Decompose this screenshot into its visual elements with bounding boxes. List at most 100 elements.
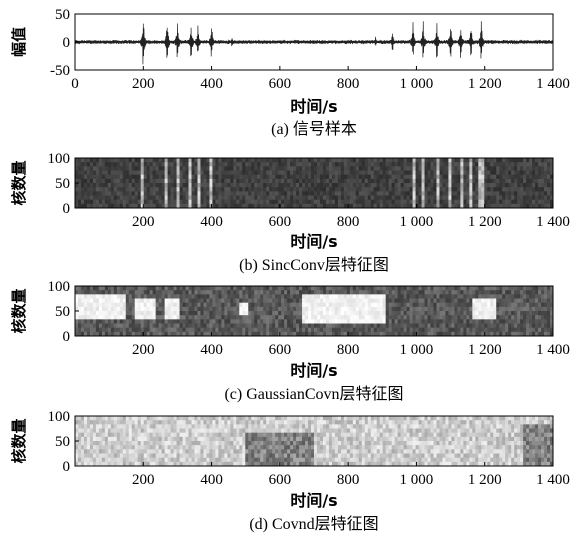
heatmap-cell <box>140 195 145 201</box>
heatmap-cell <box>430 166 434 171</box>
heatmap-cell <box>75 453 79 459</box>
heatmap-cell <box>113 461 118 467</box>
heatmap-cell <box>176 461 180 467</box>
heatmap-cell <box>325 323 330 329</box>
heatmap-cell <box>275 424 279 429</box>
heatmap-cell <box>430 178 434 184</box>
heatmap-cell <box>122 183 127 188</box>
heatmap-cell <box>311 187 315 192</box>
heatmap-cell <box>257 420 261 425</box>
heatmap-cell <box>257 436 261 442</box>
heatmap-cell <box>379 286 384 291</box>
heatmap-cell <box>526 319 530 324</box>
heatmap-cell <box>83 294 88 299</box>
heatmap-cell <box>352 331 357 337</box>
heatmap-cell <box>209 323 213 329</box>
heatmap-cell <box>239 166 243 171</box>
heatmap-cell <box>287 187 291 192</box>
heatmap-cell <box>290 428 294 434</box>
heatmap-cell <box>442 319 446 324</box>
heatmap-cell <box>278 315 282 320</box>
heatmap-cell <box>197 174 201 180</box>
heatmap-cell <box>541 315 545 320</box>
heatmap-cell <box>352 327 357 333</box>
heatmap-cell <box>397 306 402 312</box>
heatmap-cell <box>92 298 97 304</box>
heatmap-cell <box>343 302 348 308</box>
heatmap-cell <box>89 166 94 171</box>
heatmap-cell <box>161 441 166 446</box>
heatmap-cell <box>284 166 288 171</box>
heatmap-cell <box>104 191 109 196</box>
heatmap-cell <box>86 166 91 171</box>
heatmap-cell <box>89 203 94 209</box>
heatmap-cell <box>239 170 243 176</box>
heatmap-cell <box>349 315 354 320</box>
heatmap-cell <box>311 170 315 176</box>
heatmap-cell <box>490 191 494 196</box>
heatmap-cell <box>457 174 461 180</box>
heatmap-cell <box>170 331 174 337</box>
heatmap-cell <box>230 436 234 442</box>
heatmap-cell <box>373 170 378 176</box>
heatmap-cell <box>337 302 342 308</box>
heatmap-cell <box>296 424 300 429</box>
heatmap-cell <box>182 311 186 316</box>
heatmap-cell <box>272 199 276 205</box>
heatmap-cell <box>544 187 548 192</box>
heatmap-cell <box>104 461 109 467</box>
heatmap-cell <box>221 323 225 329</box>
heatmap-cell <box>433 319 437 324</box>
heatmap-cell <box>86 432 91 438</box>
heatmap-cell <box>511 187 515 192</box>
heatmap-cell <box>203 420 207 425</box>
heatmap-cell <box>251 424 255 429</box>
heatmap-cell <box>197 436 201 442</box>
heatmap-cell <box>343 174 348 180</box>
heatmap-cell <box>454 323 458 329</box>
heatmap-cell <box>197 162 201 167</box>
heatmap-cell <box>134 302 139 308</box>
heatmap-cell <box>143 416 148 421</box>
heatmap-cell <box>80 286 85 291</box>
heatmap-cell <box>409 327 413 333</box>
heatmap-cell <box>143 166 148 171</box>
heatmap-cell <box>535 187 539 192</box>
heatmap-cell <box>376 199 381 205</box>
heatmap-cell <box>412 158 416 163</box>
heatmap-cell <box>158 199 163 205</box>
heatmap-cell <box>334 166 339 171</box>
heatmap-cell <box>302 158 306 163</box>
heatmap-cell <box>355 183 360 188</box>
heatmap-cell <box>331 432 336 438</box>
heatmap-cell <box>541 306 545 312</box>
heatmap-cell <box>502 174 506 180</box>
heatmap-cell <box>155 298 160 304</box>
heatmap-cell <box>460 183 464 188</box>
heatmap-cell <box>161 432 166 438</box>
heatmap-cell <box>305 183 309 188</box>
heatmap-cell <box>167 195 171 201</box>
heatmap-cell <box>119 441 124 446</box>
heatmap-cell <box>263 302 267 308</box>
heatmap-cell <box>340 158 345 163</box>
heatmap-cell <box>161 453 166 459</box>
heatmap-cell <box>424 331 428 337</box>
heatmap-cell <box>448 178 452 184</box>
heatmap-cell <box>203 294 207 299</box>
heatmap-cell <box>203 199 207 205</box>
heatmap-cell <box>346 298 351 304</box>
heatmap-cell <box>299 315 303 320</box>
heatmap-cell <box>167 294 171 299</box>
heatmap-cell <box>263 319 267 324</box>
y-tick-label: 100 <box>48 151 71 167</box>
heatmap-cell <box>227 298 231 304</box>
heatmap-cell <box>379 183 384 188</box>
heatmap-cell <box>245 315 249 320</box>
heatmap-cell <box>227 166 231 171</box>
heatmap-cell <box>83 178 88 184</box>
heatmap-cell <box>185 302 189 308</box>
heatmap-cell <box>299 424 303 429</box>
heatmap-cell <box>131 183 136 188</box>
heatmap-cell <box>200 331 204 337</box>
